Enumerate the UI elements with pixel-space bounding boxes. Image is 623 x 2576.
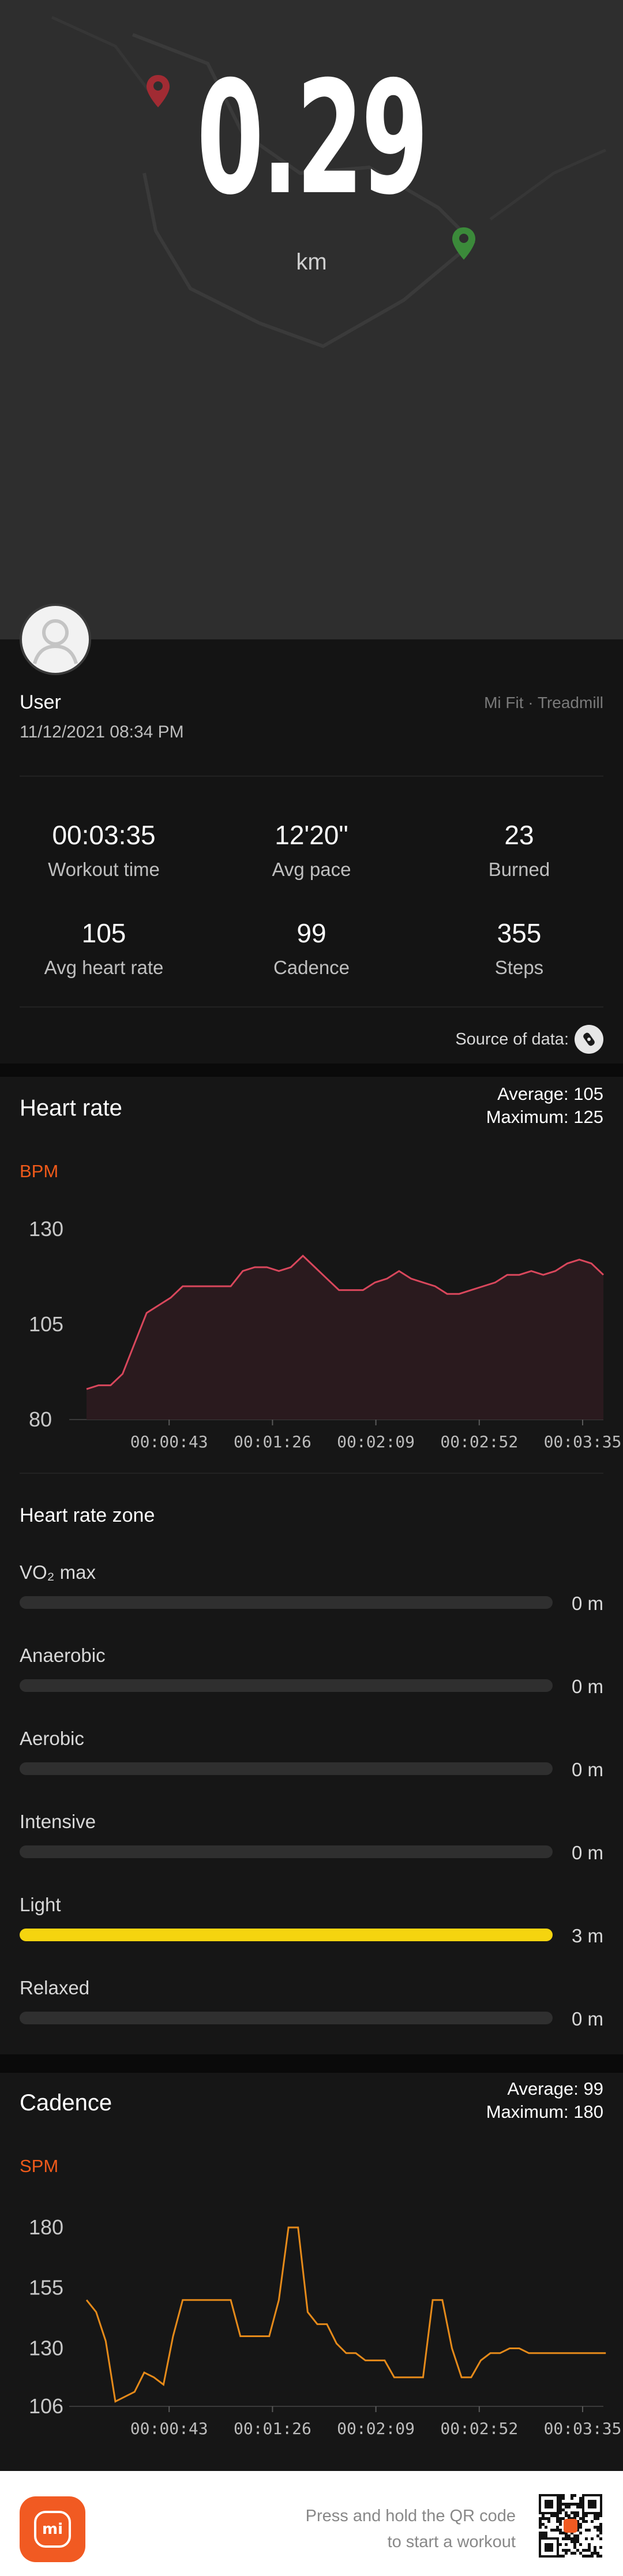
zone-bar-track bbox=[20, 1596, 553, 1609]
qr-code-icon[interactable] bbox=[539, 2494, 602, 2558]
stat-label: Steps bbox=[494, 957, 544, 978]
cadence-y-tick-label: 130 bbox=[29, 2336, 63, 2360]
zone-duration: 3 m bbox=[571, 1925, 603, 1946]
zone-bar-track bbox=[20, 1929, 553, 1941]
stat-value: 99 bbox=[297, 918, 326, 948]
stat-avg-heart-rate: 105 Avg heart rate bbox=[0, 920, 208, 979]
cadence-unit: SPM bbox=[20, 2156, 59, 2176]
zone-name: Anaerobic bbox=[20, 1645, 106, 1666]
source-of-data[interactable]: Source of data: bbox=[455, 1025, 603, 1054]
source-app: Mi Fit · Treadmill bbox=[484, 694, 603, 712]
footer-line-2: to start a workout bbox=[387, 2532, 516, 2551]
avatar[interactable] bbox=[20, 604, 91, 675]
cadence-y-tick-label: 180 bbox=[29, 2215, 63, 2239]
stat-label: Avg pace bbox=[272, 859, 351, 880]
watch-icon[interactable] bbox=[575, 1025, 603, 1054]
stat-workout-time: 00:03:35 Workout time bbox=[0, 822, 208, 881]
username: User bbox=[20, 691, 61, 713]
zone-bar-track bbox=[20, 1845, 553, 1858]
heart-rate-zone-title: Heart rate zone bbox=[20, 1504, 155, 1526]
zone-name: VO₂ max bbox=[20, 1562, 96, 1583]
heart-rate-y-tick-label: 105 bbox=[29, 1312, 63, 1336]
stat-label: Cadence bbox=[273, 957, 350, 978]
heart-rate-y-tick-label: 130 bbox=[29, 1217, 63, 1241]
heart-rate-card bbox=[0, 1077, 623, 2054]
cadence-title: Cadence bbox=[20, 2090, 112, 2116]
heart-rate-series-line bbox=[86, 1255, 605, 1390]
stat-value: 355 bbox=[497, 918, 542, 948]
zone-bar-track bbox=[20, 2012, 553, 2024]
zone-duration: 0 m bbox=[571, 1676, 603, 1697]
divider bbox=[20, 776, 603, 777]
heart-rate-x-tick-label: 00:00:43 bbox=[130, 1432, 208, 1451]
heart-rate-summary: Average: 105 Maximum: 125 bbox=[486, 1083, 603, 1129]
cadence-average: Average: 99 bbox=[507, 2079, 603, 2099]
footer-line-1: Press and hold the QR code bbox=[305, 2507, 516, 2525]
mi-logo-text: mi bbox=[42, 2521, 63, 2538]
heart-rate-y-tick-label: 80 bbox=[29, 1407, 52, 1431]
zone-bar-fill bbox=[20, 1929, 553, 1941]
heart-rate-x-tick-label: 00:01:26 bbox=[234, 1432, 312, 1451]
heart-rate-x-tick-label: 00:03:35 bbox=[544, 1432, 622, 1451]
cadence-y-tick-label: 155 bbox=[29, 2276, 63, 2300]
stat-label: Avg heart rate bbox=[44, 957, 164, 978]
divider bbox=[20, 1006, 603, 1008]
zone-duration: 0 m bbox=[571, 1593, 603, 1614]
cadence-y-tick-label: 106 bbox=[29, 2394, 63, 2418]
zone-bar-track bbox=[20, 1679, 553, 1692]
heart-rate-x-tick-label: 00:02:52 bbox=[440, 1432, 518, 1451]
cadence-series-line bbox=[85, 2226, 606, 2403]
heart-rate-x-tick-label: 00:02:09 bbox=[337, 1432, 415, 1451]
zone-duration: 0 m bbox=[571, 1759, 603, 1780]
heart-rate-chart: 130 105 80 00:00:43 00:01:26 00:02:09 00:02:52… bbox=[29, 1217, 622, 1451]
divider bbox=[20, 1473, 603, 1474]
zone-name: Light bbox=[20, 1894, 61, 1915]
start-pin-icon bbox=[147, 75, 170, 107]
cadence-card bbox=[0, 2073, 623, 2471]
mi-logo-icon: mi bbox=[20, 2496, 85, 2562]
zone-duration: 0 m bbox=[571, 2008, 603, 2030]
cadence-x-tick-label: 00:03:35 bbox=[544, 2419, 622, 2438]
stat-avg-pace: 12'20" Avg pace bbox=[208, 822, 415, 881]
zone-name: Intensive bbox=[20, 1811, 96, 1832]
route-map: 0.29 km bbox=[0, 0, 623, 639]
stat-value: 105 bbox=[81, 918, 126, 948]
heart-rate-title: Heart rate bbox=[20, 1095, 122, 1121]
cadence-chart: 180 155 130 106 00:00:43 00:01:26 00:02:09 00:0… bbox=[29, 2215, 622, 2438]
zone-name: Relaxed bbox=[20, 1977, 90, 1998]
distance-value: 0.29 bbox=[196, 47, 429, 229]
stat-label: Burned bbox=[488, 859, 550, 880]
stat-cadence: 99 Cadence bbox=[208, 920, 415, 979]
cadence-x-tick-label: 00:01:26 bbox=[234, 2419, 312, 2438]
cadence-x-tick-label: 00:00:43 bbox=[130, 2419, 208, 2438]
zone-name: Aerobic bbox=[20, 1728, 84, 1749]
workout-datetime: 11/12/2021 08:34 PM bbox=[20, 722, 184, 742]
stat-label: Workout time bbox=[48, 859, 160, 880]
footer-instructions: Press and hold the QR code to start a wo… bbox=[306, 2503, 516, 2555]
cadence-summary: Average: 99 Maximum: 180 bbox=[486, 2077, 603, 2124]
stat-value: 23 bbox=[504, 820, 534, 850]
distance-unit: km bbox=[296, 249, 327, 275]
heart-rate-unit: BPM bbox=[20, 1161, 59, 1181]
source-of-data-label: Source of data: bbox=[455, 1029, 569, 1049]
stat-value: 12'20" bbox=[275, 820, 348, 850]
user-silhouette-icon bbox=[33, 619, 78, 664]
workout-summary bbox=[0, 639, 623, 1064]
end-pin-icon bbox=[452, 227, 475, 260]
stat-burned: 23 Burned bbox=[415, 822, 623, 881]
stat-steps: 355 Steps bbox=[415, 920, 623, 979]
heart-rate-area bbox=[87, 1256, 603, 1420]
cadence-x-tick-label: 00:02:09 bbox=[337, 2419, 415, 2438]
heart-rate-average: Average: 105 bbox=[497, 1084, 603, 1104]
cadence-maximum: Maximum: 180 bbox=[486, 2102, 603, 2122]
stat-value: 00:03:35 bbox=[52, 820, 156, 850]
zone-duration: 0 m bbox=[571, 1842, 603, 1863]
cadence-x-tick-label: 00:02:52 bbox=[440, 2419, 518, 2438]
zone-bar-track bbox=[20, 1762, 553, 1775]
footer bbox=[0, 2471, 623, 2576]
heart-rate-maximum: Maximum: 125 bbox=[486, 1107, 603, 1128]
